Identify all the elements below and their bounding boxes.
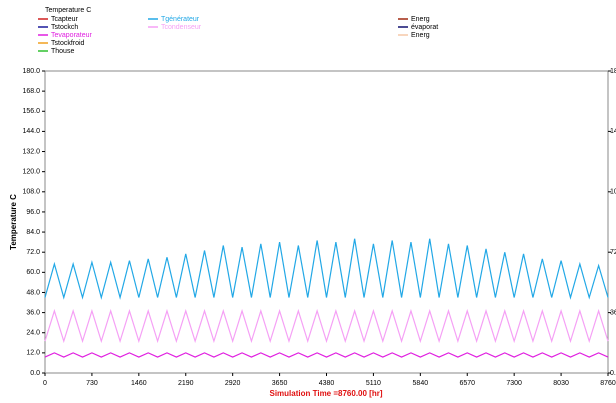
- x-tick-label: 8760: [600, 380, 616, 387]
- legend-label: Energ: [411, 32, 430, 39]
- x-tick-label: 2920: [225, 380, 241, 387]
- y-tick-label: 120.0: [22, 169, 40, 176]
- plot-frame: [44, 70, 609, 374]
- y2-tick-label: 36: [610, 309, 616, 316]
- y-tick-label: 168.0: [22, 88, 40, 95]
- y-tick-label: 156.0: [22, 108, 40, 115]
- x-tick-label: 6570: [459, 380, 475, 387]
- y2-tick-label: 108: [610, 189, 616, 196]
- y-tick-label: 180.0: [22, 68, 40, 75]
- legend-label: Tevaporateur: [51, 32, 93, 39]
- x-tick-label: 5110: [366, 380, 381, 387]
- x-tick-label: 3650: [272, 380, 288, 387]
- legend-label: Tcondenseur: [161, 24, 202, 31]
- series-line: [44, 352, 609, 358]
- y-tick-label: 132.0: [22, 148, 40, 155]
- y2-tick-label: 72: [610, 249, 616, 256]
- x-tick-label: 2190: [178, 380, 194, 387]
- x-tick-label: 5840: [413, 380, 429, 387]
- y-tick-label: 36.0: [26, 309, 40, 316]
- y-tick-label: 48.0: [26, 289, 40, 296]
- y-tick-label: 84.0: [26, 229, 40, 236]
- chart-title: Temperature C: [45, 7, 91, 14]
- legend-label: Tstockfroid: [51, 40, 85, 47]
- y-tick-label: 12.0: [26, 350, 40, 357]
- x-tick-label: 4380: [319, 380, 335, 387]
- legend-label: Energ: [411, 16, 430, 23]
- y-tick-label: 108.0: [22, 189, 40, 196]
- legend-label: Thouse: [51, 48, 74, 55]
- x-tick-label: 7300: [506, 380, 522, 387]
- y2-tick-label: 0.0: [610, 370, 616, 377]
- x-tick-label: 730: [86, 380, 98, 387]
- y-tick-label: 96.0: [26, 209, 40, 216]
- x-axis-label: Simulation Time =8760.00 [hr]: [269, 389, 382, 398]
- x-tick-label: 1460: [131, 380, 147, 387]
- y-axis-label: Temperature C: [9, 194, 18, 250]
- series-line: [44, 238, 609, 300]
- legend-label: Tgénérateur: [161, 16, 200, 23]
- legend-label: Tcapteur: [51, 16, 79, 23]
- y-tick-label: 60.0: [26, 269, 40, 276]
- y-tick-label: 144.0: [22, 128, 40, 135]
- legend-label: Tstockch: [51, 24, 78, 31]
- x-tick-label: 0: [43, 380, 47, 387]
- y2-tick-label: 144: [610, 128, 616, 135]
- y-tick-label: 24.0: [26, 330, 40, 337]
- legend-label: évaporat: [411, 24, 438, 31]
- y-tick-label: 72.0: [26, 249, 40, 256]
- y-tick-label: 0.0: [30, 370, 40, 377]
- y2-tick-label: 180: [610, 68, 616, 75]
- x-tick-label: 8030: [553, 380, 569, 387]
- series-line: [44, 308, 609, 344]
